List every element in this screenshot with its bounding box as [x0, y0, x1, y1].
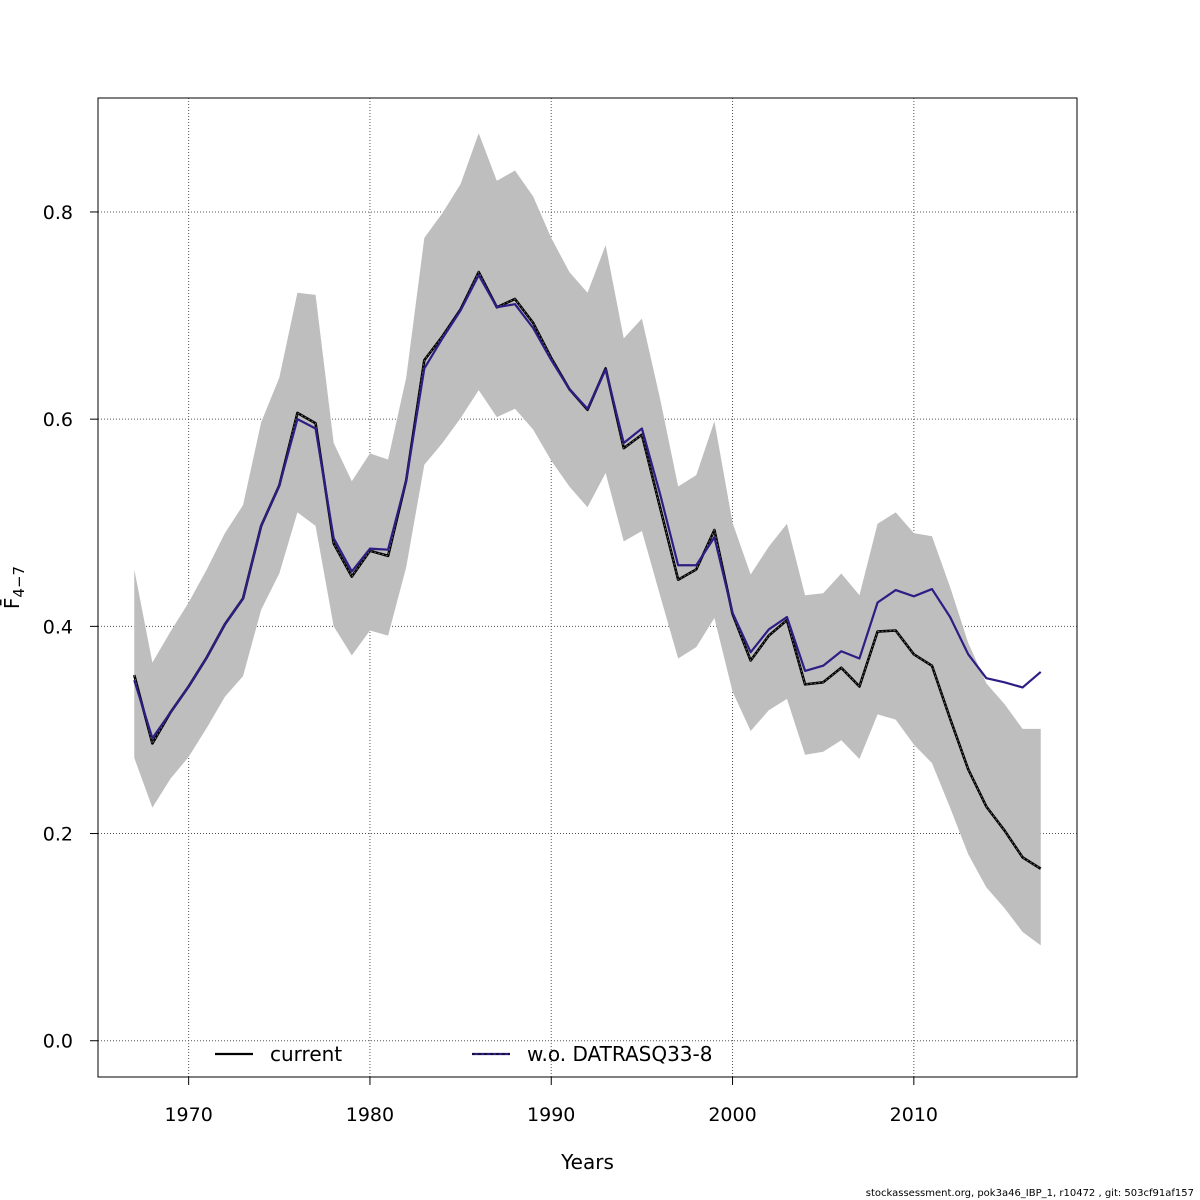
y-axis-title-main: F̄	[0, 598, 24, 610]
y-tick-label: 0.2	[43, 824, 73, 846]
x-axis-ticks: 1970 1980 1990 2000 2010	[164, 1077, 938, 1126]
series-line-wo-datrasq33-8	[133, 274, 1042, 740]
x-tick-label: 2010	[890, 1104, 938, 1126]
legend: current w.o. DATRASQ33-8	[215, 1042, 712, 1066]
confidence-band-layer	[134, 133, 1041, 946]
y-tick-label: 0.4	[43, 616, 73, 638]
y-tick-label: 0.0	[43, 1031, 73, 1053]
x-tick-label: 2000	[708, 1104, 756, 1126]
x-axis-title: Years	[560, 1150, 614, 1174]
footer-provenance: stockassessment.org, pok3a46_IBP_1, r104…	[865, 1188, 1194, 1199]
y-tick-label: 0.8	[43, 202, 73, 224]
y-axis-title-subscript: 4−7	[10, 566, 28, 598]
confidence-band	[134, 133, 1041, 946]
series-layer	[133, 270, 1042, 870]
y-axis-title: F̄4−7	[0, 566, 28, 609]
y-axis-ticks: 0.0 0.2 0.4 0.6 0.8	[43, 202, 98, 1053]
legend-label-current: current	[270, 1042, 342, 1066]
y-tick-label: 0.6	[43, 409, 73, 431]
legend-label-wo-datrasq33-8: w.o. DATRASQ33-8	[527, 1042, 712, 1066]
x-tick-label: 1970	[164, 1104, 212, 1126]
svg-text:F̄4−7: F̄4−7	[0, 566, 28, 609]
plot-frame	[97, 97, 1078, 1078]
x-tick-label: 1980	[346, 1104, 394, 1126]
x-tick-label: 1990	[527, 1104, 575, 1126]
